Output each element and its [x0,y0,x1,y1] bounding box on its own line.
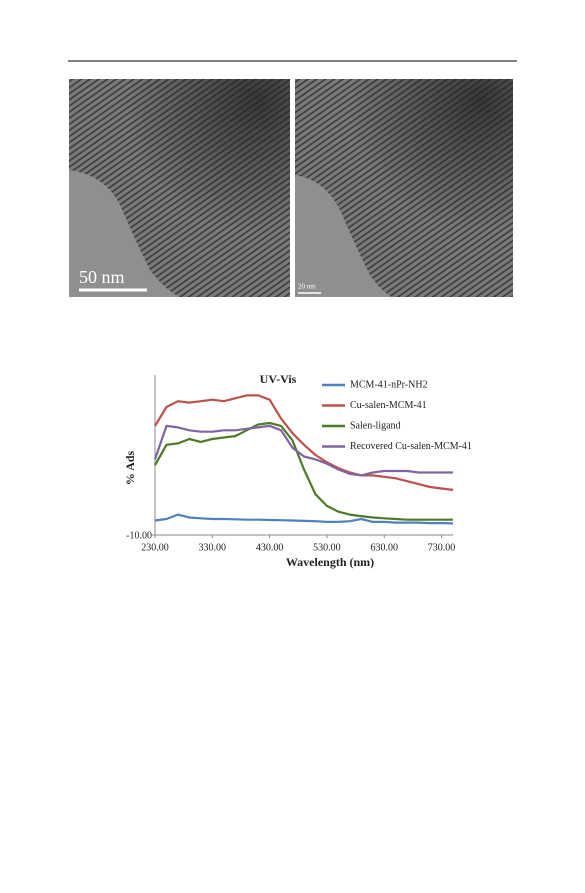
x-tick-label: 430.00 [256,542,284,553]
series-line [154,513,454,525]
series-line [154,421,453,521]
legend-label: Cu-salen-MCM-41 [350,400,427,411]
series-line [153,424,453,477]
y-tick-label: -10.00 [126,530,152,541]
series-line [154,394,454,491]
scale-label: 50 nm [79,267,125,287]
x-tick-label: 330.00 [199,542,227,553]
legend-label: Salen-ligand [350,420,401,431]
chart-title: UV-Vis [260,372,297,386]
uv-vis-chart: UV-Vis Wavelength (nm) % Ads 230.00 330.0… [123,372,472,569]
legend-label: MCM-41-nPr-NH2 [350,379,428,390]
y-axis-label: % Ads [123,451,137,486]
x-tick-label: 230.00 [141,542,169,553]
legend-label: Recovered Cu-salen-MCM-41 [350,441,472,452]
x-tick-label: 530.00 [313,542,341,553]
x-tick-label: 630.00 [370,542,398,553]
tem-image-left: 50 nm [69,79,290,297]
scale-label: 20 nm [298,283,316,291]
x-axis-label: Wavelength (nm) [286,555,374,569]
tem-image-right: 20 nm [295,79,513,297]
x-tick-label: 730.00 [428,542,456,553]
